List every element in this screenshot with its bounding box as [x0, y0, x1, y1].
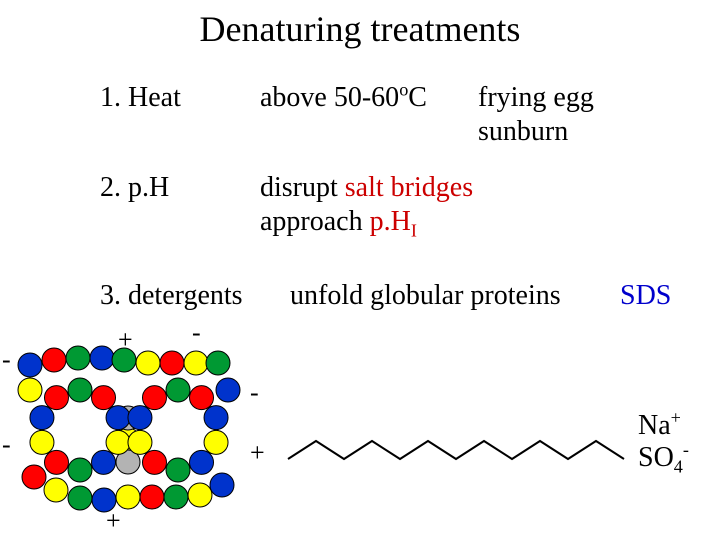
charge-label-2: -	[2, 345, 11, 375]
charge-label-0: +	[118, 325, 133, 355]
charge-label-3: -	[250, 378, 259, 408]
diagram-svg	[0, 0, 720, 540]
charge-label-5: +	[250, 438, 265, 468]
charge-label-6: +	[106, 506, 121, 536]
charge-label-1: -	[192, 318, 201, 348]
charge-label-4: -	[2, 430, 11, 460]
